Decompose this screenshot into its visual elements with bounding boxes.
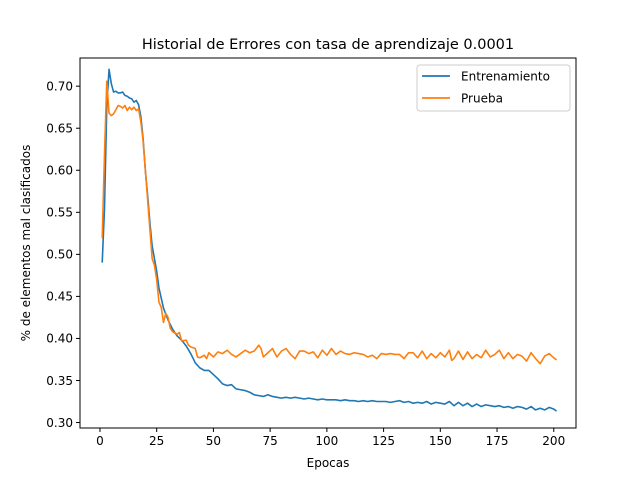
- x-axis-label: Epocas: [307, 456, 350, 470]
- x-tick-label: 25: [149, 434, 164, 448]
- y-tick-label: 0.40: [46, 332, 73, 346]
- x-tick-label: 50: [206, 434, 221, 448]
- legend-label: Prueba: [461, 92, 503, 106]
- legend: Entrenamiento Prueba: [416, 64, 571, 112]
- series-layer: [101, 68, 557, 412]
- y-tick-label: 0.30: [46, 416, 73, 430]
- y-tick-label: 0.70: [46, 79, 73, 93]
- y-tick-label: 0.55: [46, 206, 73, 220]
- x-tick-label: 200: [542, 434, 565, 448]
- x-tick-label: 125: [372, 434, 395, 448]
- y-axis-ticks: 0.30 0.35 0.40 0.45 0.50 0.55 0.60 0.65 0.70: [46, 79, 80, 430]
- x-tick-label: 75: [263, 434, 278, 448]
- y-axis-label: % de elementos mal clasificados: [19, 145, 33, 342]
- x-axis-ticks: 0 25 50 75 100 125 150 175 200: [96, 428, 565, 448]
- y-tick-label: 0.60: [46, 164, 73, 178]
- x-tick-label: 100: [315, 434, 338, 448]
- y-tick-label: 0.65: [46, 122, 73, 136]
- y-tick-label: 0.45: [46, 290, 73, 304]
- y-tick-label: 0.35: [46, 374, 73, 388]
- plot-frame: [79, 57, 577, 429]
- legend-label: Entrenamiento: [461, 70, 550, 84]
- chart-title: Historial de Errores con tasa de aprendi…: [142, 37, 514, 53]
- series-line-prueba: [101, 80, 557, 365]
- x-tick-label: 175: [486, 434, 509, 448]
- legend-box: [416, 64, 571, 112]
- y-tick-label: 0.50: [46, 248, 73, 262]
- x-tick-label: 0: [96, 434, 104, 448]
- x-tick-label: 150: [429, 434, 452, 448]
